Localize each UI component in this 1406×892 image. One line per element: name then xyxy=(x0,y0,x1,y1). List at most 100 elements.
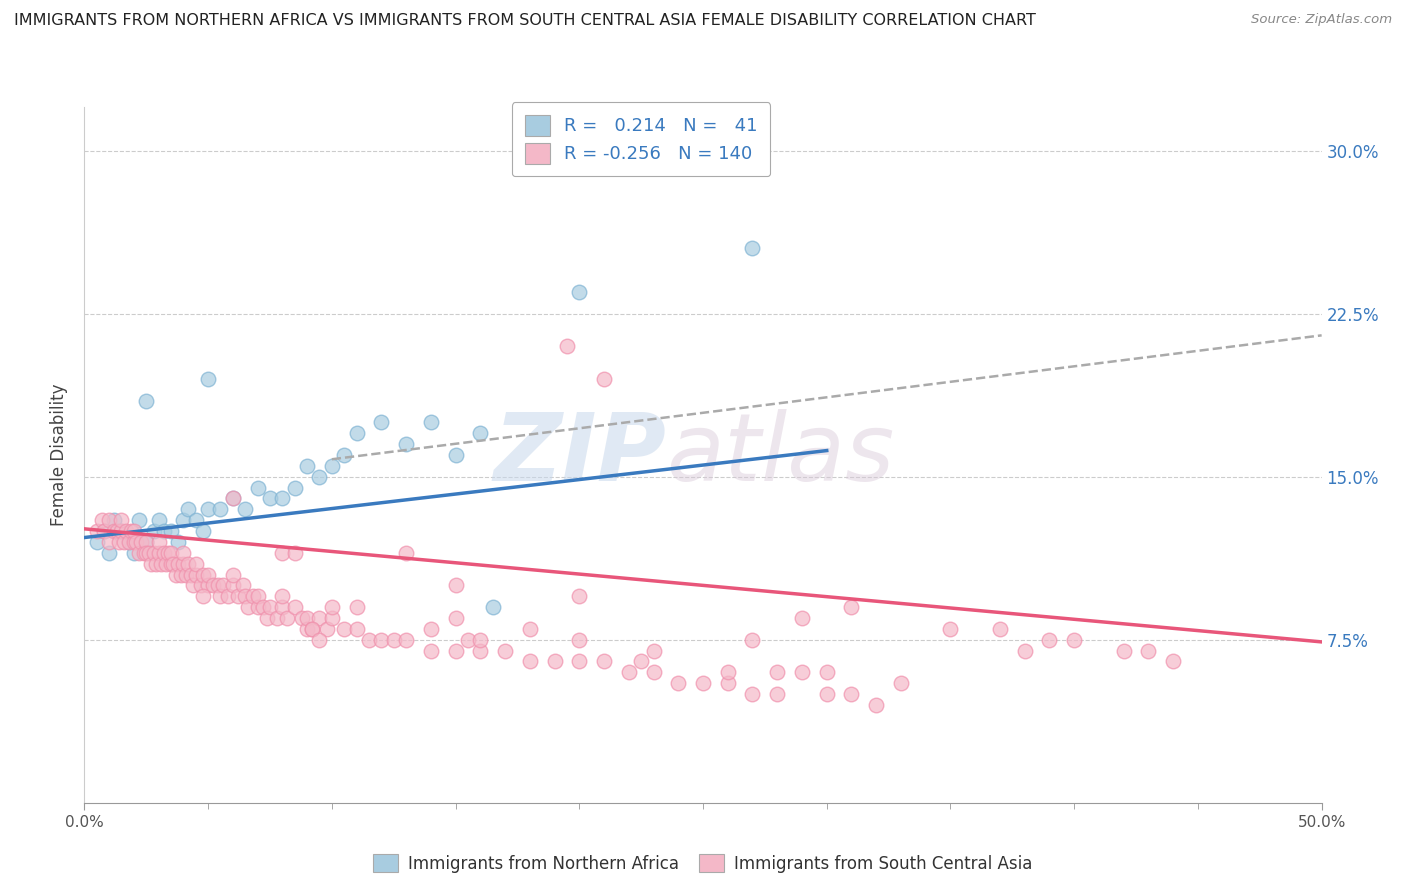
Point xyxy=(1112,643,1135,657)
Point xyxy=(191,567,214,582)
Point xyxy=(184,567,207,582)
Point xyxy=(346,426,368,441)
Point xyxy=(630,655,652,669)
Point xyxy=(593,372,616,386)
Point xyxy=(643,643,665,657)
Point xyxy=(717,665,740,680)
Point xyxy=(122,524,145,538)
Point xyxy=(1161,655,1184,669)
Point xyxy=(184,513,207,527)
Point xyxy=(138,546,160,560)
Point xyxy=(180,567,202,582)
Point xyxy=(167,535,190,549)
Point xyxy=(444,611,467,625)
Point xyxy=(129,535,152,549)
Point xyxy=(110,524,132,538)
Point xyxy=(103,524,125,538)
Point xyxy=(815,687,838,701)
Point xyxy=(86,524,108,538)
Point xyxy=(271,589,294,603)
Point xyxy=(643,665,665,680)
Point xyxy=(222,567,245,582)
Point xyxy=(148,513,170,527)
Point xyxy=(110,524,132,538)
Point xyxy=(308,469,330,483)
Point xyxy=(165,567,187,582)
Point xyxy=(157,546,180,560)
Point xyxy=(108,535,131,549)
Point xyxy=(148,535,170,549)
Point xyxy=(692,676,714,690)
Point xyxy=(181,578,204,592)
Point xyxy=(135,393,157,408)
Point xyxy=(142,524,165,538)
Point xyxy=(232,578,254,592)
Point xyxy=(939,622,962,636)
Text: IMMIGRANTS FROM NORTHERN AFRICA VS IMMIGRANTS FROM SOUTH CENTRAL ASIA FEMALE DIS: IMMIGRANTS FROM NORTHERN AFRICA VS IMMIG… xyxy=(14,13,1036,29)
Point xyxy=(162,557,184,571)
Point xyxy=(191,524,214,538)
Legend: Immigrants from Northern Africa, Immigrants from South Central Asia: Immigrants from Northern Africa, Immigra… xyxy=(367,847,1039,880)
Point xyxy=(865,698,887,712)
Point xyxy=(256,611,278,625)
Point xyxy=(1014,643,1036,657)
Point xyxy=(209,502,232,516)
Point xyxy=(419,622,441,636)
Point xyxy=(741,632,763,647)
Point xyxy=(284,546,307,560)
Point xyxy=(177,502,200,516)
Point xyxy=(271,491,294,506)
Point xyxy=(103,513,125,527)
Point xyxy=(155,557,177,571)
Point xyxy=(177,557,200,571)
Point xyxy=(135,546,157,560)
Point xyxy=(242,589,264,603)
Point xyxy=(174,567,197,582)
Point xyxy=(841,687,863,701)
Point xyxy=(395,546,418,560)
Point xyxy=(226,589,249,603)
Point xyxy=(86,535,108,549)
Point xyxy=(321,600,343,615)
Point xyxy=(207,578,229,592)
Point xyxy=(444,578,467,592)
Point xyxy=(284,600,307,615)
Point xyxy=(266,611,288,625)
Point xyxy=(333,448,356,462)
Point xyxy=(115,524,138,538)
Point xyxy=(132,546,155,560)
Point xyxy=(295,622,318,636)
Point xyxy=(395,437,418,451)
Point xyxy=(481,600,503,615)
Point xyxy=(197,578,219,592)
Point xyxy=(295,611,318,625)
Point xyxy=(90,513,112,527)
Point xyxy=(308,611,330,625)
Point xyxy=(93,524,115,538)
Point xyxy=(470,426,492,441)
Point xyxy=(141,557,163,571)
Point xyxy=(321,611,343,625)
Point xyxy=(191,589,214,603)
Legend: R =   0.214   N =   41, R = -0.256   N = 140: R = 0.214 N = 41, R = -0.256 N = 140 xyxy=(512,103,770,177)
Point xyxy=(202,578,225,592)
Point xyxy=(382,632,405,647)
Point xyxy=(122,535,145,549)
Point xyxy=(321,458,343,473)
Point xyxy=(766,687,789,701)
Point xyxy=(790,611,813,625)
Point xyxy=(197,502,219,516)
Point xyxy=(457,632,479,647)
Point xyxy=(519,655,541,669)
Point xyxy=(357,632,380,647)
Point xyxy=(98,535,121,549)
Point xyxy=(142,546,165,560)
Point xyxy=(125,535,148,549)
Point xyxy=(236,600,259,615)
Point xyxy=(815,665,838,680)
Text: atlas: atlas xyxy=(666,409,894,500)
Point xyxy=(93,524,115,538)
Point xyxy=(128,513,150,527)
Point xyxy=(98,513,121,527)
Point xyxy=(1063,632,1085,647)
